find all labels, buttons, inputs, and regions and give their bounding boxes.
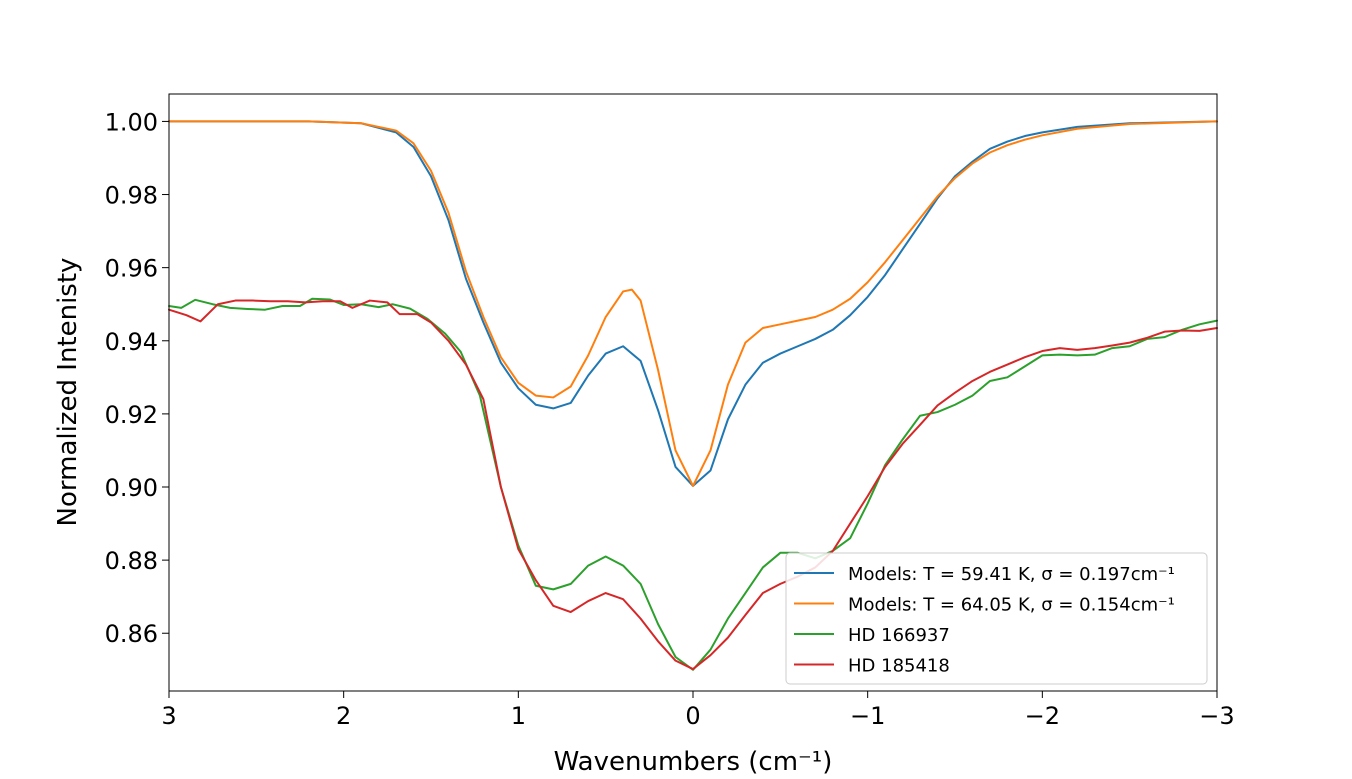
x-tick-label: 0 — [685, 702, 700, 730]
x-tick-label: −2 — [1025, 702, 1060, 730]
legend-box — [785, 552, 1208, 685]
x-axis-label: Wavenumbers (cm⁻¹) — [554, 747, 833, 777]
y-tick-label: 0.94 — [105, 328, 158, 356]
ticks-layer: 3 2 1 0 −1 −2 −3 1.00 0.98 0.96 0.94 0.92 0.90 0.88 0.… — [105, 108, 1235, 730]
y-tick-label: 0.86 — [105, 620, 158, 648]
y-tick-label: 0.90 — [105, 474, 158, 502]
legend: Models: T = 59.41 K, σ = 0.197cm⁻¹ Models… — [785, 552, 1208, 685]
legend-label: HD 166937 — [848, 625, 950, 646]
y-axis-label: Normalized Intenisty — [53, 258, 83, 527]
legend-label: Models: T = 59.41 K, σ = 0.197cm⁻¹ — [848, 564, 1175, 585]
y-tick-label: 0.88 — [105, 547, 158, 575]
legend-label: Models: T = 64.05 K, σ = 0.154cm⁻¹ — [848, 595, 1175, 616]
series-layer — [168, 120, 1218, 671]
y-tick-label: 0.92 — [105, 401, 158, 429]
x-tick-label: 1 — [511, 702, 526, 730]
x-tick-label: 3 — [161, 702, 176, 730]
x-tick-label: −1 — [850, 702, 885, 730]
y-tick-label: 0.96 — [105, 255, 158, 283]
y-tick-label: 0.98 — [105, 182, 158, 210]
series-line-4 — [168, 299, 1218, 671]
series-line-1 — [168, 120, 1218, 487]
y-tick-label: 1.00 — [105, 108, 158, 136]
legend-label: HD 185418 — [848, 656, 950, 677]
x-tick-label: −3 — [1199, 702, 1234, 730]
x-tick-label: 2 — [336, 702, 351, 730]
series-line-2 — [168, 120, 1218, 487]
